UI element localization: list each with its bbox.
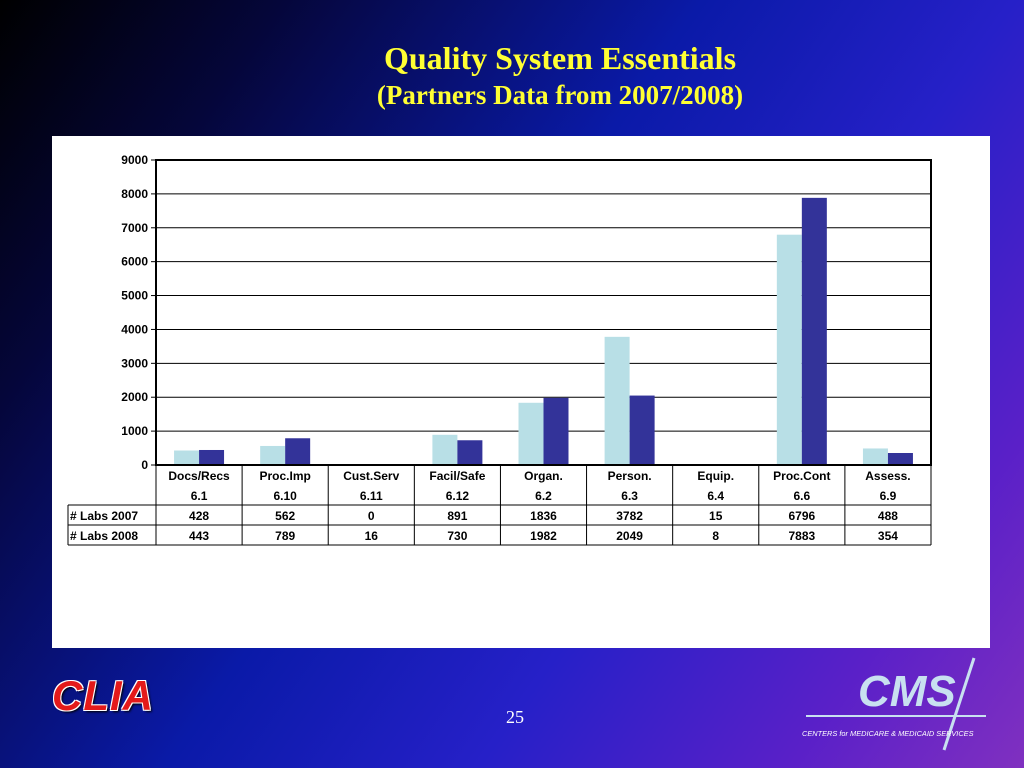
category-code-6: 6.4 (707, 489, 724, 503)
cms-logo-wordmark: CMS (858, 667, 956, 716)
y-tick-label-6000: 6000 (121, 255, 148, 269)
bar-2007-docs-recs (174, 450, 200, 465)
slide-title: Quality System Essentials (383, 40, 737, 76)
category-code-5: 6.3 (621, 489, 638, 503)
category-label-4: Organ. (524, 469, 563, 483)
category-code-8: 6.9 (880, 489, 897, 503)
table-series-label-1: # Labs 2008 (70, 529, 138, 543)
cms-logo: CMS CENTERS for MEDICARE & MEDICAID SERV… (802, 657, 986, 751)
bar-2008-organ- (543, 397, 569, 465)
y-tick-label-5000: 5000 (121, 289, 148, 303)
data-label-1-1: 789 (275, 529, 295, 543)
data-label-1-8: 354 (878, 529, 898, 543)
data-label-0-3: 891 (447, 509, 467, 523)
cms-logo-diagonal (942, 657, 976, 751)
category-label-7: Proc.Cont (773, 469, 830, 483)
bar-2008-assess- (887, 453, 913, 465)
bar-2008-docs-recs (199, 449, 225, 465)
data-label-0-4: 1836 (530, 509, 557, 523)
clia-logo: CLIA (52, 672, 154, 719)
category-code-1: 6.10 (273, 489, 297, 503)
bar-2007-person- (604, 336, 630, 465)
category-label-3: Facil/Safe (429, 469, 485, 483)
table-series-label-0: # Labs 2007 (70, 509, 138, 523)
data-label-0-7: 6796 (788, 509, 815, 523)
y-tick-label-0: 0 (141, 458, 148, 472)
y-tick-label-9000: 9000 (121, 153, 148, 167)
data-label-0-1: 562 (275, 509, 295, 523)
bar-2008-proc-imp (285, 438, 311, 465)
bar-2008-proc-cont (801, 197, 827, 465)
data-label-1-2: 16 (365, 529, 379, 543)
data-label-0-8: 488 (878, 509, 898, 523)
category-label-6: Equip. (697, 469, 734, 483)
slide-title-block: Quality System Essentials (Partners Data… (250, 38, 870, 112)
data-label-0-5: 3782 (616, 509, 643, 523)
y-tick-label-4000: 4000 (121, 322, 148, 336)
data-label-1-3: 730 (447, 529, 467, 543)
page-number: 25 (506, 707, 524, 727)
category-code-2: 6.11 (360, 489, 383, 503)
category-code-0: 6.1 (191, 489, 208, 503)
category-code-3: 6.12 (446, 489, 470, 503)
y-tick-label-3000: 3000 (121, 356, 148, 370)
bar-2007-facil-safe (432, 434, 458, 465)
y-tick-label-1000: 1000 (121, 424, 148, 438)
bar-2007-assess- (862, 448, 888, 465)
data-label-0-0: 428 (189, 509, 209, 523)
data-label-1-7: 7883 (788, 529, 815, 543)
category-code-4: 6.2 (535, 489, 552, 503)
data-label-1-4: 1982 (530, 529, 557, 543)
category-label-1: Proc.Imp (259, 469, 310, 483)
category-label-8: Assess. (865, 469, 910, 483)
cms-logo-tagline: CENTERS for MEDICARE & MEDICAID SERVICES (802, 729, 974, 738)
slide-subtitle: (Partners Data from 2007/2008) (376, 80, 744, 110)
bar-2007-proc-imp (260, 445, 286, 465)
chart-panel: 0 1000 2000 3000 4000 5000 6000 7000 8000 9000 Doc… (52, 136, 990, 648)
category-label-5: Person. (608, 469, 652, 483)
y-tick-label-2000: 2000 (121, 390, 148, 404)
bar-2008-facil-safe (457, 440, 483, 465)
category-label-0: Docs/Recs (168, 469, 230, 483)
data-label-1-6: 8 (712, 529, 719, 543)
data-label-1-0: 443 (189, 529, 209, 543)
data-label-0-6: 15 (709, 509, 723, 523)
bar-2007-organ- (518, 402, 544, 465)
bar-chart: 0 1000 2000 3000 4000 5000 6000 7000 8000 9000 Doc… (67, 153, 932, 546)
data-label-1-5: 2049 (616, 529, 643, 543)
bar-2008-person- (629, 395, 655, 465)
category-label-2: Cust.Serv (343, 469, 399, 483)
y-tick-label-8000: 8000 (121, 187, 148, 201)
data-label-0-2: 0 (368, 509, 375, 523)
y-tick-label-7000: 7000 (121, 221, 148, 235)
category-code-7: 6.6 (793, 489, 810, 503)
bar-2007-proc-cont (776, 234, 802, 465)
